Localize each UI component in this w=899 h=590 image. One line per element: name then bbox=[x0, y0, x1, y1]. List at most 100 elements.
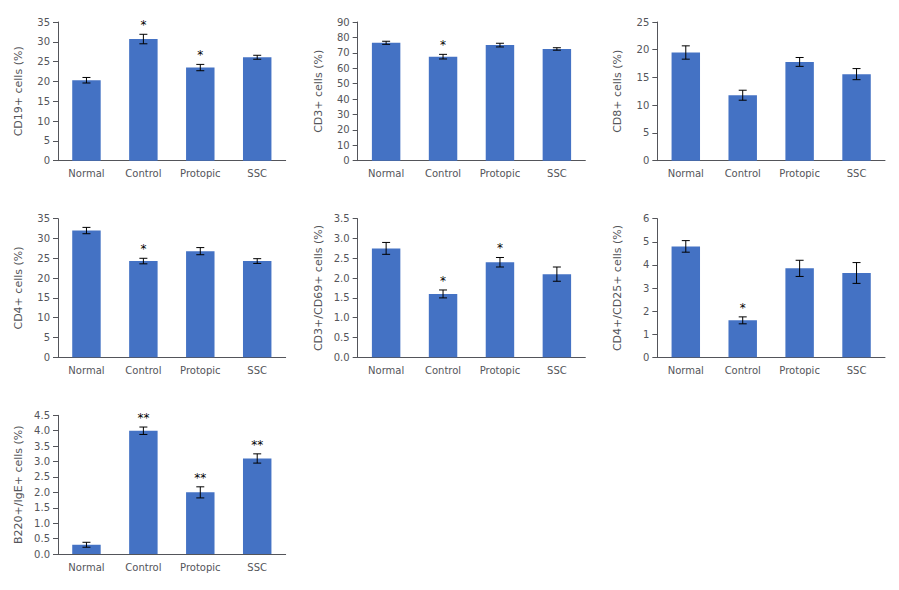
svg-text:5: 5 bbox=[44, 135, 50, 146]
svg-text:2.0: 2.0 bbox=[334, 273, 350, 284]
svg-text:2.0: 2.0 bbox=[34, 487, 50, 498]
svg-text:Control: Control bbox=[425, 168, 461, 179]
svg-text:0: 0 bbox=[643, 352, 649, 363]
svg-text:20: 20 bbox=[37, 76, 50, 87]
svg-text:CD4+ cells (%): CD4+ cells (%) bbox=[12, 246, 25, 329]
svg-text:Normal: Normal bbox=[68, 168, 104, 179]
svg-text:*: * bbox=[740, 301, 746, 315]
svg-text:CD19+ cells (%): CD19+ cells (%) bbox=[12, 46, 25, 136]
svg-text:**: ** bbox=[194, 471, 206, 485]
svg-text:80: 80 bbox=[337, 32, 350, 43]
svg-text:Control: Control bbox=[125, 562, 161, 573]
svg-text:*: * bbox=[440, 38, 446, 52]
svg-text:*: * bbox=[140, 18, 146, 32]
svg-text:0: 0 bbox=[343, 155, 349, 166]
svg-text:4.5: 4.5 bbox=[34, 410, 50, 421]
svg-text:3.0: 3.0 bbox=[334, 233, 350, 244]
svg-text:*: * bbox=[197, 48, 203, 62]
svg-text:Control: Control bbox=[425, 365, 461, 376]
svg-text:*: * bbox=[440, 274, 446, 288]
svg-text:35: 35 bbox=[37, 213, 50, 224]
svg-text:2.5: 2.5 bbox=[334, 253, 350, 264]
svg-text:B220+/IgE+ cells (%): B220+/IgE+ cells (%) bbox=[12, 425, 25, 544]
svg-text:0: 0 bbox=[643, 155, 649, 166]
svg-text:Normal: Normal bbox=[368, 168, 404, 179]
svg-text:*: * bbox=[497, 241, 503, 255]
svg-text:15: 15 bbox=[637, 72, 650, 83]
svg-text:35: 35 bbox=[37, 17, 50, 28]
svg-text:30: 30 bbox=[337, 109, 350, 120]
svg-text:3.5: 3.5 bbox=[334, 213, 350, 224]
svg-text:SSC: SSC bbox=[547, 365, 567, 376]
svg-text:Control: Control bbox=[125, 365, 161, 376]
svg-text:20: 20 bbox=[337, 124, 350, 135]
svg-text:SSC: SSC bbox=[847, 168, 867, 179]
svg-text:Control: Control bbox=[125, 168, 161, 179]
svg-text:1.5: 1.5 bbox=[334, 292, 350, 303]
svg-text:0: 0 bbox=[44, 155, 50, 166]
svg-text:90: 90 bbox=[337, 17, 350, 28]
svg-text:Control: Control bbox=[725, 168, 761, 179]
svg-text:Normal: Normal bbox=[68, 562, 104, 573]
svg-text:0: 0 bbox=[44, 352, 50, 363]
svg-text:1.0: 1.0 bbox=[334, 312, 350, 323]
svg-text:*: * bbox=[140, 242, 146, 256]
svg-text:5: 5 bbox=[643, 127, 649, 138]
svg-text:10: 10 bbox=[637, 100, 650, 111]
svg-text:0.0: 0.0 bbox=[34, 549, 50, 560]
svg-text:20: 20 bbox=[37, 273, 50, 284]
svg-text:SSC: SSC bbox=[247, 562, 267, 573]
svg-text:Normal: Normal bbox=[668, 365, 704, 376]
svg-text:0.5: 0.5 bbox=[34, 533, 50, 544]
svg-text:30: 30 bbox=[37, 36, 50, 47]
svg-text:Protopic: Protopic bbox=[180, 562, 221, 573]
svg-text:3: 3 bbox=[643, 283, 649, 294]
svg-text:Protopic: Protopic bbox=[480, 365, 521, 376]
svg-text:60: 60 bbox=[337, 63, 350, 74]
svg-text:1.5: 1.5 bbox=[34, 502, 50, 513]
svg-text:3.5: 3.5 bbox=[34, 441, 50, 452]
svg-text:CD4+/CD25+ cells (%): CD4+/CD25+ cells (%) bbox=[611, 225, 624, 351]
svg-text:Protopic: Protopic bbox=[180, 168, 221, 179]
svg-text:Normal: Normal bbox=[68, 365, 104, 376]
svg-text:SSC: SSC bbox=[247, 168, 267, 179]
svg-text:Protopic: Protopic bbox=[180, 365, 221, 376]
svg-text:4.0: 4.0 bbox=[34, 425, 50, 436]
svg-text:Protopic: Protopic bbox=[779, 365, 820, 376]
svg-text:2.5: 2.5 bbox=[34, 471, 50, 482]
svg-text:15: 15 bbox=[37, 292, 50, 303]
svg-text:2: 2 bbox=[643, 306, 649, 317]
svg-text:25: 25 bbox=[637, 17, 650, 28]
svg-text:Normal: Normal bbox=[368, 365, 404, 376]
svg-text:10: 10 bbox=[37, 116, 50, 127]
svg-text:0.0: 0.0 bbox=[334, 352, 350, 363]
svg-text:1: 1 bbox=[643, 329, 649, 340]
svg-text:3.0: 3.0 bbox=[34, 456, 50, 467]
svg-text:6: 6 bbox=[643, 213, 649, 224]
svg-text:CD3+ cells (%): CD3+ cells (%) bbox=[312, 50, 325, 133]
svg-text:15: 15 bbox=[37, 96, 50, 107]
svg-text:CD3+/CD69+ cells (%): CD3+/CD69+ cells (%) bbox=[312, 225, 325, 351]
svg-text:Protopic: Protopic bbox=[779, 168, 820, 179]
svg-text:4: 4 bbox=[643, 259, 649, 270]
svg-text:1.0: 1.0 bbox=[34, 518, 50, 529]
svg-text:25: 25 bbox=[37, 56, 50, 67]
svg-text:Control: Control bbox=[725, 365, 761, 376]
svg-text:**: ** bbox=[137, 411, 149, 425]
svg-text:CD8+ cells (%): CD8+ cells (%) bbox=[611, 50, 624, 133]
svg-text:5: 5 bbox=[643, 236, 649, 247]
svg-text:40: 40 bbox=[337, 94, 350, 105]
svg-text:5: 5 bbox=[44, 332, 50, 343]
svg-text:30: 30 bbox=[37, 233, 50, 244]
svg-text:0.5: 0.5 bbox=[334, 332, 350, 343]
svg-text:SSC: SSC bbox=[547, 168, 567, 179]
svg-text:SSC: SSC bbox=[847, 365, 867, 376]
svg-text:Protopic: Protopic bbox=[480, 168, 521, 179]
svg-text:10: 10 bbox=[337, 140, 350, 151]
svg-text:**: ** bbox=[251, 438, 263, 452]
svg-text:50: 50 bbox=[337, 78, 350, 89]
svg-text:10: 10 bbox=[37, 312, 50, 323]
svg-text:20: 20 bbox=[637, 44, 650, 55]
svg-text:70: 70 bbox=[337, 47, 350, 58]
svg-text:25: 25 bbox=[37, 253, 50, 264]
